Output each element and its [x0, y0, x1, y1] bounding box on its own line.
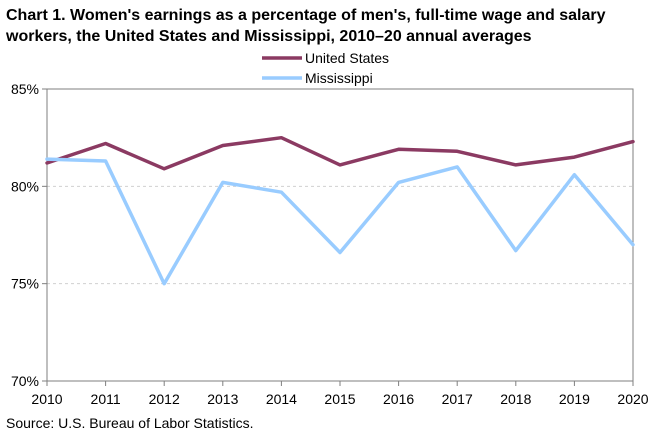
series-line-mississippi [45, 157, 635, 286]
x-tick-label: 2015 [324, 391, 355, 407]
x-tick-label: 2016 [383, 391, 414, 407]
x-tick-label: 2014 [266, 391, 297, 407]
y-tick-label: 80% [11, 178, 39, 194]
legend-label: Mississippi [305, 70, 373, 86]
x-tick-label: 2019 [559, 391, 590, 407]
x-tick-label: 2010 [31, 391, 62, 407]
y-tick-label: 70% [11, 373, 39, 389]
plot-area-frame [46, 88, 634, 382]
y-tick-label: 85% [11, 81, 39, 97]
series-lines [45, 135, 635, 286]
legend-label: United States [305, 50, 389, 66]
x-tick-label: 2018 [500, 391, 531, 407]
x-tick-label: 2012 [149, 391, 180, 407]
y-axis-ticks: 70% 75% 80% 85% [11, 81, 47, 389]
source-note: Source: U.S. Bureau of Labor Statistics. [6, 415, 254, 431]
x-axis-ticks: 2010 2011 2012 2013 2014 2015 2016 2017 2018 2019… [31, 381, 649, 407]
gridlines [47, 185, 633, 285]
x-tick-label: 2020 [617, 391, 648, 407]
x-tick-label: 2017 [442, 391, 473, 407]
y-tick-label: 75% [11, 276, 39, 292]
legend: United States Mississippi [262, 50, 389, 86]
x-tick-label: 2013 [207, 391, 238, 407]
x-tick-label: 2011 [91, 391, 121, 407]
chart-title: Chart 1. Women's earnings as a percentag… [6, 7, 606, 45]
series-line-united-states [45, 135, 635, 171]
